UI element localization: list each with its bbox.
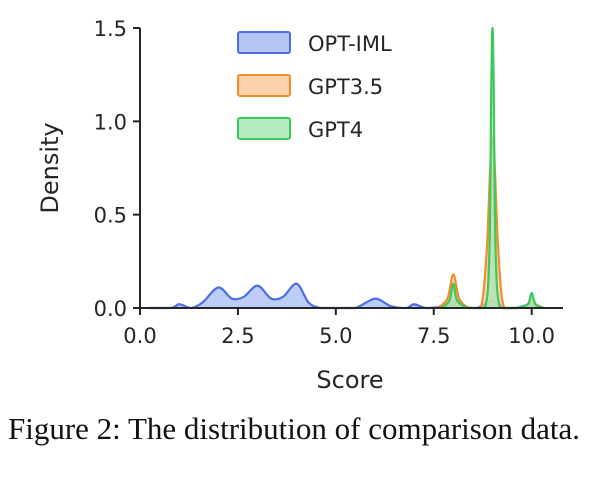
y-tick-label: 1.5: [94, 17, 127, 41]
x-tick-label: 7.5: [417, 324, 450, 348]
y-tick-label: 0.5: [94, 204, 127, 228]
x-tick-label: 0.0: [123, 324, 156, 348]
legend-swatch-opt-iml: [237, 31, 291, 54]
y-tick-label: 1.0: [94, 110, 127, 134]
x-tick-label: 2.5: [221, 324, 254, 348]
legend-label-gpt4: GPT4: [308, 118, 363, 142]
series-area-gpt4: [441, 28, 544, 308]
legend: OPT-IML GPT3.5 GPT4: [237, 31, 392, 142]
legend-label-gpt3-5: GPT3.5: [308, 75, 383, 99]
series-layer: [147, 26, 544, 310]
series-area-opt-iml: [147, 283, 544, 308]
x-tick-label: 5.0: [319, 324, 352, 348]
legend-label-opt-iml: OPT-IML: [308, 32, 392, 56]
series-line-gpt4: [440, 26, 544, 310]
legend-swatch-gpt3-5: [237, 74, 291, 97]
x-tick-label: 10.0: [508, 324, 555, 348]
y-axis-title: Density: [36, 122, 64, 213]
y-tick-label: 0.0: [94, 297, 127, 321]
figure-caption: Figure 2: The distribution of comparison…: [8, 411, 580, 446]
x-axis-title: Score: [316, 366, 383, 394]
y-ticks: 0.0 0.5 1.0 1.5: [94, 17, 140, 321]
x-ticks: 0.0 2.5 5.0 7.5 10.0: [123, 308, 555, 348]
legend-swatch-gpt4: [237, 117, 291, 140]
density-chart: 0.0 2.5 5.0 7.5 10.0 0.0 0.5 1.0 1.5 Score Dens…: [36, 17, 563, 394]
